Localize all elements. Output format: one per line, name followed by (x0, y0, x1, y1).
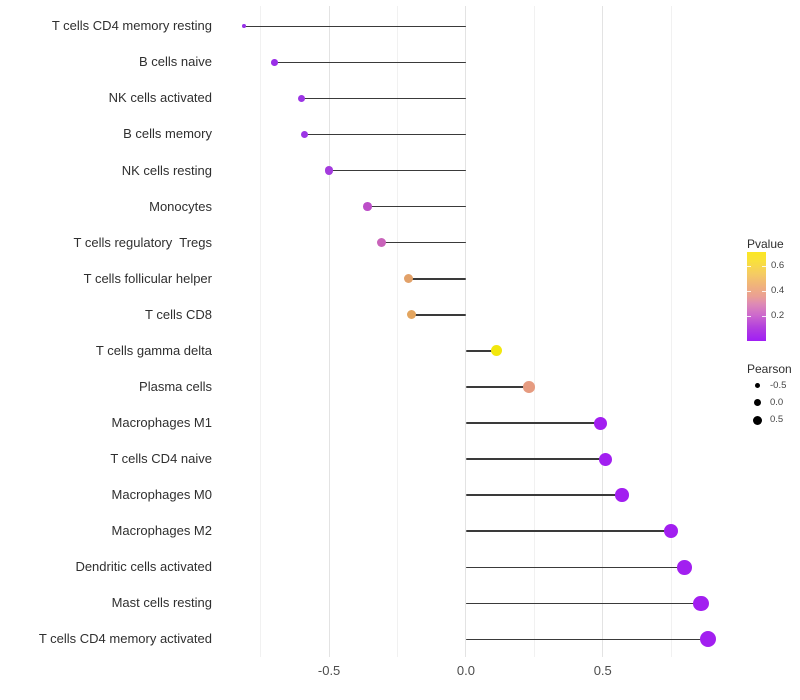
lollipop-dot (271, 59, 278, 66)
pvalue-legend-title: Pvalue (747, 237, 784, 251)
colorbar-tick (747, 290, 751, 292)
y-axis-label: B cells memory (123, 126, 212, 142)
y-axis-label: T cells CD8 (145, 306, 212, 322)
lollipop-dot (677, 559, 693, 575)
y-axis-label: NK cells resting (121, 162, 212, 178)
pearson-legend-label: -0.5 (770, 379, 787, 391)
major-gridline (602, 6, 604, 657)
plot-panel (221, 6, 730, 657)
lollipop-dot (363, 202, 372, 211)
lollipop-stem (301, 97, 466, 100)
lollipop-stem (465, 350, 497, 352)
x-axis-tick-label: -0.5 (317, 663, 341, 678)
y-axis-label: NK cells activated (108, 90, 212, 106)
colorbar-tick (762, 265, 766, 267)
lollipop-dot (324, 166, 334, 175)
lollipop-stem (465, 638, 709, 641)
y-axis-label: B cells naive (139, 54, 212, 70)
lollipop-dot (376, 238, 386, 248)
lollipop-stem (465, 386, 529, 388)
lollipop-dot (523, 381, 535, 393)
lollipop-stem (465, 422, 600, 424)
pvalue-colorbar (747, 252, 766, 341)
y-axis-label: Plasma cells (139, 378, 212, 394)
lollipop-dot (490, 345, 502, 357)
pearson-legend-label: 0.5 (770, 414, 784, 425)
lollipop-dot (598, 452, 612, 466)
lollipop-dot (693, 595, 710, 612)
minor-gridline (533, 6, 535, 657)
y-axis-label: Mast cells resting (111, 595, 212, 611)
lollipop-stem (465, 530, 672, 532)
y-axis-label: T cells CD4 memory resting (51, 18, 212, 34)
lollipop-stem (244, 25, 466, 28)
lollipop-stem (367, 205, 466, 208)
lollipop-stem (304, 133, 466, 136)
major-gridline (465, 6, 467, 657)
lollipop-dot (700, 631, 717, 648)
colorbar-tick (747, 265, 751, 267)
y-axis-label: Dendritic cells activated (75, 559, 212, 575)
lollipop-stem (465, 494, 622, 496)
lollipop-stem (465, 602, 702, 605)
lollipop-stem (465, 566, 685, 569)
colorbar-tick-label: 0.4 (771, 284, 785, 296)
lollipop-dot (406, 310, 416, 320)
pearson-legend-label: 0.0 (770, 396, 784, 408)
pearson-legend-dot (754, 383, 760, 389)
x-axis-tick-label: 0.0 (456, 663, 475, 678)
lollipop-dot (615, 488, 629, 502)
y-axis-label: T cells CD4 naive (110, 451, 212, 467)
y-axis-label: Macrophages M2 (111, 523, 212, 539)
lollipop-dot (403, 274, 413, 284)
lollipop-stem (329, 169, 466, 172)
y-axis-label: T cells regulatory Tregs (73, 234, 212, 250)
pearson-legend-dot (752, 415, 762, 425)
lollipop-stem (408, 278, 466, 280)
x-axis-tick-label: 0.5 (593, 663, 612, 678)
y-axis-label: T cells gamma delta (95, 342, 212, 358)
minor-gridline (260, 6, 262, 657)
minor-gridline (670, 6, 672, 657)
lollipop-stem (381, 241, 466, 244)
y-axis-label: Macrophages M1 (111, 415, 212, 430)
major-gridline (328, 6, 330, 657)
y-axis-label: Monocytes (149, 198, 212, 214)
lollipop-stem (465, 458, 606, 460)
colorbar-tick-label: 0.6 (771, 259, 785, 271)
lollipop-dot (298, 94, 306, 103)
y-axis-label: Macrophages M0 (111, 487, 212, 503)
lollipop-dot (300, 130, 309, 139)
colorbar-tick (762, 290, 766, 292)
pearson-legend-dot (753, 399, 761, 407)
pearson-legend-title: Pearson (747, 362, 792, 376)
lollipop-stem (274, 61, 466, 64)
y-axis-label: T cells CD4 memory activated (38, 631, 212, 647)
lollipop-dot (242, 24, 247, 29)
colorbar-tick (747, 315, 751, 317)
lollipop-dot (593, 416, 607, 430)
y-axis-label: T cells follicular helper (83, 270, 212, 286)
lollipop-dot (663, 524, 679, 539)
minor-gridline (397, 6, 398, 657)
colorbar-tick (762, 315, 766, 317)
lollipop-stem (411, 314, 466, 316)
colorbar-tick-label: 0.2 (771, 309, 785, 321)
